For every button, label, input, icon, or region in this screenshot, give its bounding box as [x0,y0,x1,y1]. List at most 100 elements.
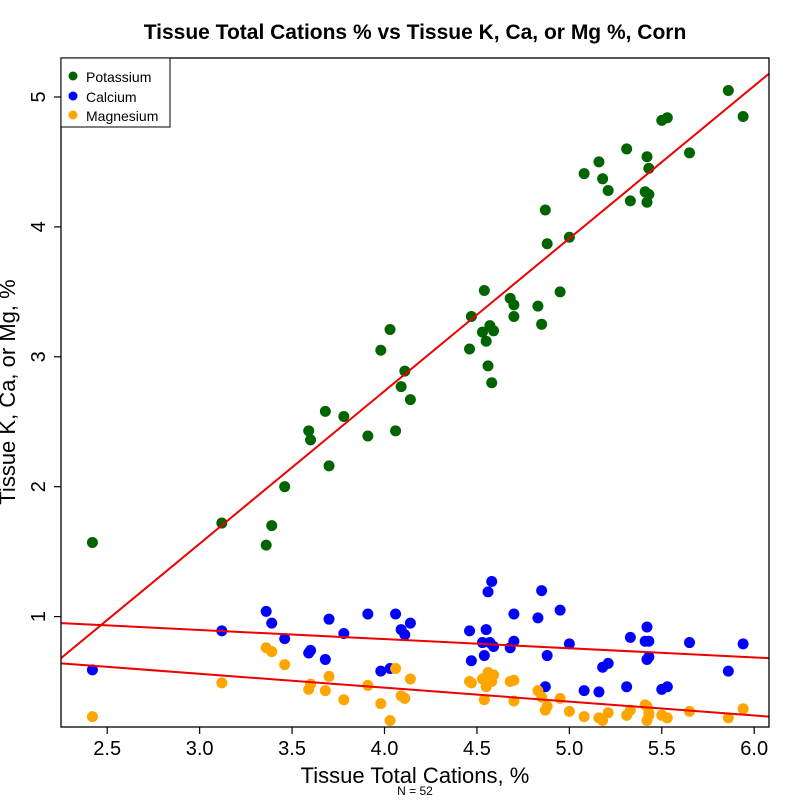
point-potassium [536,318,548,330]
point-potassium [482,360,494,372]
trend-line-potassium [60,72,770,659]
point-potassium [266,520,278,532]
point-potassium [86,537,98,549]
point-potassium [375,344,387,356]
point-calcium [532,612,544,624]
point-magnesium [536,691,548,703]
point-calcium [480,624,492,636]
point-potassium [476,326,488,338]
point-magnesium [375,698,387,710]
point-magnesium [266,646,278,658]
point-magnesium [399,692,411,704]
point-calcium [375,665,387,677]
point-potassium [508,299,520,311]
point-potassium [643,188,655,200]
y-tick-label: 4 [28,221,50,232]
plot-frame [60,57,770,728]
x-tick-label: 4.0 [371,738,399,760]
point-magnesium [319,685,331,697]
point-potassium [216,517,228,529]
point-magnesium [563,705,575,717]
point-calcium [260,605,272,617]
point-calcium [279,633,291,645]
legend-marker-potassium [68,71,78,81]
point-calcium [641,621,653,633]
point-calcium [593,686,605,698]
point-potassium [486,377,498,389]
point-magnesium [541,700,553,712]
x-tick-label: 2.5 [93,738,121,760]
point-potassium [303,425,315,437]
point-calcium [643,651,655,663]
point-calcium [404,617,416,629]
y-tick-label: 3 [28,351,50,362]
point-calcium [602,657,614,669]
point-magnesium [305,678,317,690]
x-tick-label: 3.5 [278,738,306,760]
point-calcium [488,640,500,652]
point-potassium [593,156,605,168]
x-tick-label: 5.5 [648,738,676,760]
point-potassium [624,195,636,207]
point-magnesium [661,712,673,724]
y-tick-label: 1 [28,611,50,622]
point-potassium [554,286,566,298]
point-potassium [362,430,374,442]
point-calcium [684,637,696,649]
point-calcium [621,681,633,693]
point-calcium [86,664,98,676]
point-magnesium [488,669,500,681]
point-calcium [323,613,335,625]
y-axis: 1 2 3 4 5 [28,91,61,622]
point-magnesium [465,677,477,689]
point-potassium [319,405,331,417]
point-calcium [266,617,278,629]
point-potassium [465,311,477,323]
point-calcium [362,608,374,620]
point-potassium [602,185,614,196]
point-magnesium [390,663,402,675]
x-tick-label: 5.0 [555,738,583,760]
point-potassium [390,425,402,437]
point-potassium [384,324,396,335]
legend-box [60,57,171,128]
point-magnesium [216,677,228,689]
point-potassium [597,173,609,185]
chart-title: Tissue Total Cations % vs Tissue K, Ca, … [144,21,687,44]
x-tick-label: 6.0 [740,738,768,760]
point-potassium [464,343,476,355]
legend-marker-calcium [68,91,78,101]
point-calcium [319,653,331,665]
point-potassium [684,147,696,159]
point-magnesium [338,694,350,706]
point-potassium [399,365,411,377]
point-potassium [539,204,551,216]
point-magnesium [384,715,396,726]
point-potassium [323,460,335,472]
plot-area [60,72,770,726]
point-potassium [260,539,272,551]
point-potassium [541,238,553,250]
point-potassium [578,168,590,180]
point-magnesium [404,673,416,685]
point-potassium [279,481,291,493]
point-calcium [541,650,553,662]
point-potassium [722,84,734,96]
point-magnesium [508,674,520,686]
point-potassium [488,325,500,337]
point-magnesium [722,712,734,724]
point-calcium [508,608,520,620]
point-potassium [338,411,350,423]
point-potassium [661,112,673,124]
point-potassium [480,335,492,347]
point-magnesium [323,670,335,682]
point-calcium [482,586,494,598]
point-potassium [641,151,653,163]
point-calcium [305,644,317,656]
point-magnesium [362,679,374,691]
trend-line-magnesium [60,662,770,718]
point-magnesium [554,692,566,704]
point-calcium [465,655,477,667]
x-axis: 2.5 3.0 3.5 4.0 4.5 5.0 5.5 6.0 [93,727,768,760]
